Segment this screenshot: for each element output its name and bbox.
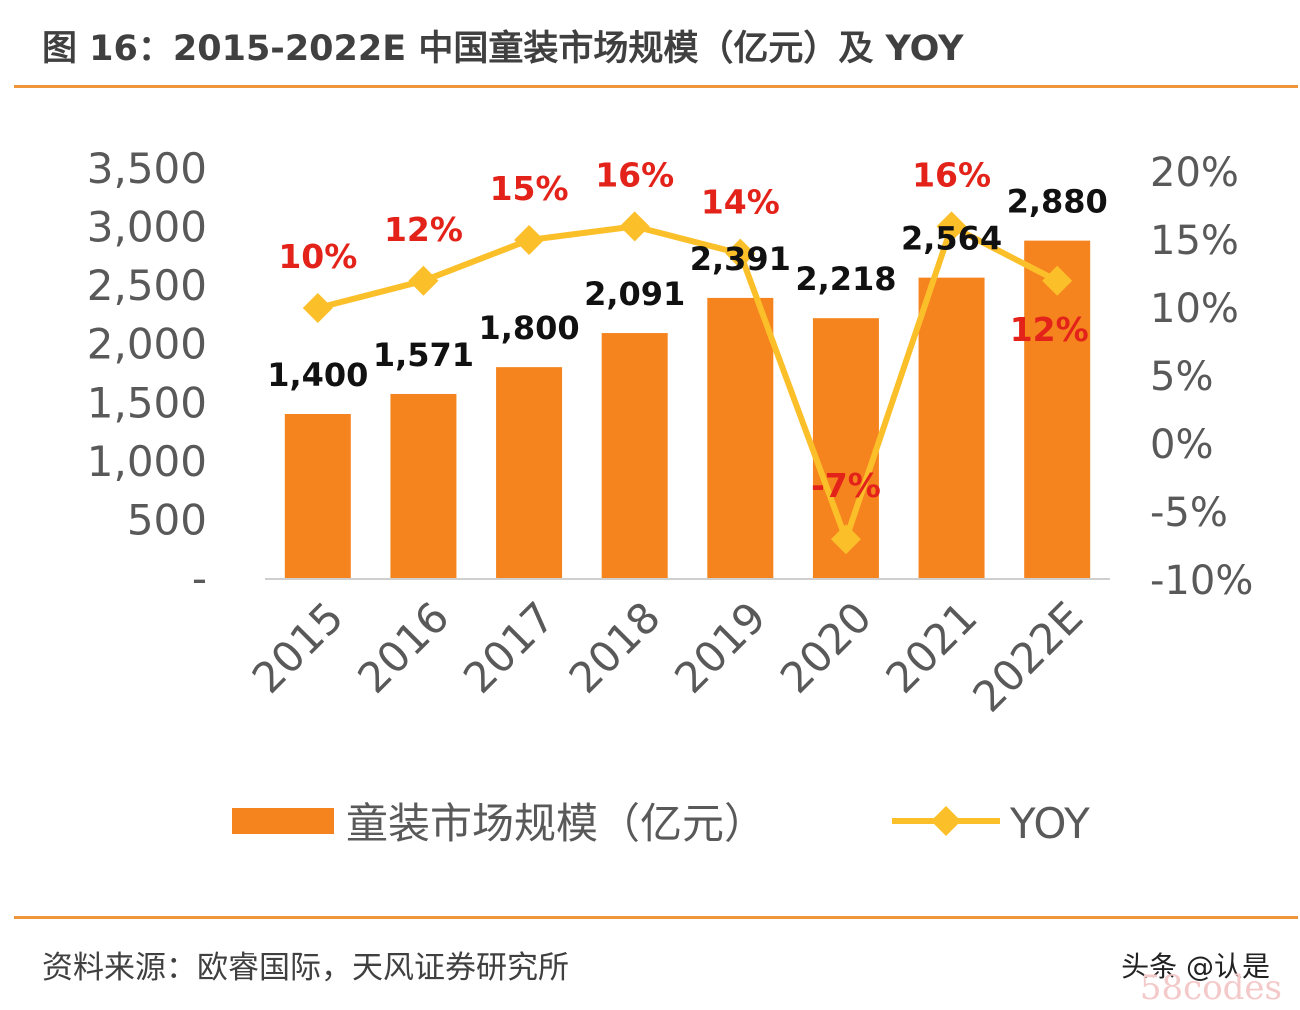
bar-2015	[284, 414, 351, 578]
bar-value-label: 1,571	[373, 336, 474, 374]
yoy-line-series	[302, 211, 1073, 555]
page-title: 图 16：2015-2022E 中国童装市场规模（亿元）及 YOY	[42, 29, 964, 69]
bar-value-label: 2,218	[795, 260, 896, 298]
right-axis-tick-label: 15%	[1150, 218, 1239, 264]
bar-2016	[390, 393, 457, 578]
yoy-marker-2018	[619, 211, 650, 242]
yoy-marker-2020	[830, 524, 861, 555]
legend-line-label: YOY	[1009, 799, 1090, 848]
bar-value-label: 1,800	[478, 309, 579, 347]
left-axis-tick-label: 1,500	[87, 378, 207, 427]
right-axis-tick-label: -5%	[1150, 490, 1228, 536]
bar-series	[284, 240, 1091, 578]
x-axis-tick-label: 2016	[348, 592, 458, 702]
bar-value-label: 2,091	[584, 275, 685, 313]
right-axis-tick-label: -10%	[1150, 558, 1253, 604]
x-axis-tick-label: 2015	[243, 592, 353, 702]
title-divider	[14, 85, 1298, 88]
x-axis-tick-label: 2020	[771, 592, 881, 702]
right-axis-ticks: -10% -5% 0% 5% 10% 15% 20%	[1150, 150, 1253, 604]
yoy-marker-2021	[936, 211, 967, 242]
yoy-value-label: 12%	[384, 210, 463, 249]
legend-bar-swatch	[232, 808, 334, 834]
bar-value-label: 2,391	[690, 240, 791, 278]
bar-2021	[918, 277, 985, 578]
x-axis-tick-label: 2018	[560, 592, 670, 702]
legend: 童装市场规模（亿元） YOY	[232, 799, 1090, 848]
yoy-marker-2019	[725, 238, 756, 269]
left-axis-tick-label: 500	[127, 495, 207, 544]
bar-value-label: 1,400	[267, 356, 368, 394]
left-axis-tick-label: 3,500	[87, 144, 207, 193]
yoy-value-labels: 10% 12% 15% 16% 14% -7% 16% 12%	[278, 155, 1088, 505]
bar-2022E	[1024, 240, 1091, 578]
x-axis-tick-label: 2019	[665, 592, 775, 702]
bar-value-label: 2,564	[901, 220, 1002, 258]
yoy-marker-2022E	[1042, 265, 1073, 296]
yoy-line	[317, 223, 1059, 543]
bar-2018	[601, 333, 668, 578]
yoy-marker-2015	[302, 293, 333, 323]
left-axis-tick-label: -	[192, 554, 207, 603]
bar-2019	[707, 297, 774, 578]
yoy-marker-2017	[514, 225, 545, 255]
right-axis-tick-label: 5%	[1150, 354, 1213, 400]
bar-value-label: 2,880	[1007, 183, 1108, 221]
left-axis-tick-label: 2,000	[87, 320, 207, 369]
left-axis-tick-label: 1,000	[87, 437, 207, 486]
x-axis-tick-label: 2022E	[963, 592, 1092, 721]
right-axis-tick-label: 0%	[1150, 422, 1213, 468]
yoy-value-label: 16%	[595, 155, 674, 194]
yoy-value-label: 15%	[490, 169, 569, 208]
left-axis-ticks: - 500 1,000 1,500 2,000 2,500 3,000 3,500	[87, 144, 207, 603]
yoy-value-label: 14%	[701, 183, 780, 222]
bar-2017	[496, 367, 563, 578]
yoy-value-label: 16%	[912, 155, 991, 194]
left-axis-tick-label: 2,500	[87, 261, 207, 310]
legend-diamond-marker	[931, 806, 961, 836]
footer-divider	[14, 916, 1298, 919]
yoy-marker-2016	[408, 265, 439, 296]
left-axis-tick-label: 3,000	[87, 203, 207, 252]
watermark-faint: 58codes	[1139, 968, 1282, 1008]
legend-bar-label: 童装市场规模（亿元）	[346, 799, 766, 848]
yoy-value-label: 10%	[278, 237, 357, 276]
x-axis-tick-label: 2017	[454, 592, 564, 702]
source-note: 资料来源：欧睿国际，天风证券研究所	[42, 950, 569, 986]
right-axis-tick-label: 20%	[1150, 150, 1239, 196]
right-axis-tick-label: 10%	[1150, 286, 1239, 332]
yoy-value-label: 12%	[1010, 310, 1089, 349]
watermark: 头条 @认是	[1121, 950, 1270, 983]
yoy-value-label: -7%	[811, 466, 881, 505]
